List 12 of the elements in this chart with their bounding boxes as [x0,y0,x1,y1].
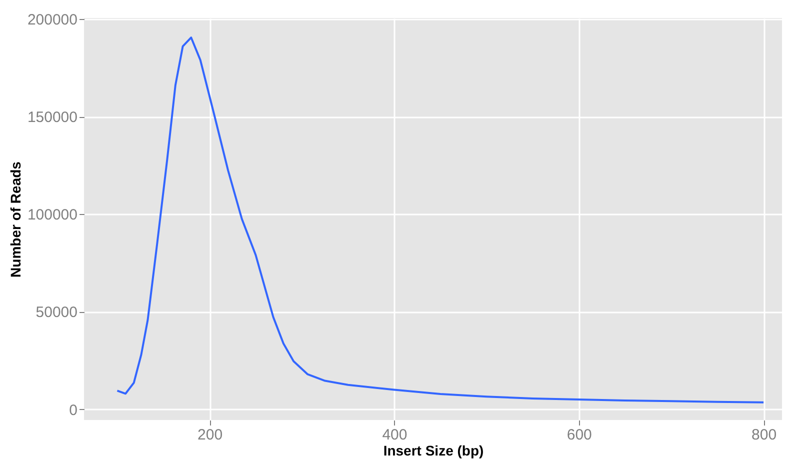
x-axis-title: Insert Size (bp) [383,442,484,458]
y-axis-title: Number of Reads [7,161,24,278]
y-tick-label: 150000 [27,109,78,126]
y-tick-label: 200000 [27,11,78,28]
y-tick-label: 0 [69,402,78,419]
line-series [116,36,765,404]
y-tick-label: 50000 [36,304,78,322]
y-tick-label: 100000 [27,206,78,224]
x-tick-label: 600 [566,426,592,444]
x-tick-label: 800 [752,426,777,444]
x-tick-label: 400 [382,426,408,444]
x-tick-label: 200 [198,426,223,444]
